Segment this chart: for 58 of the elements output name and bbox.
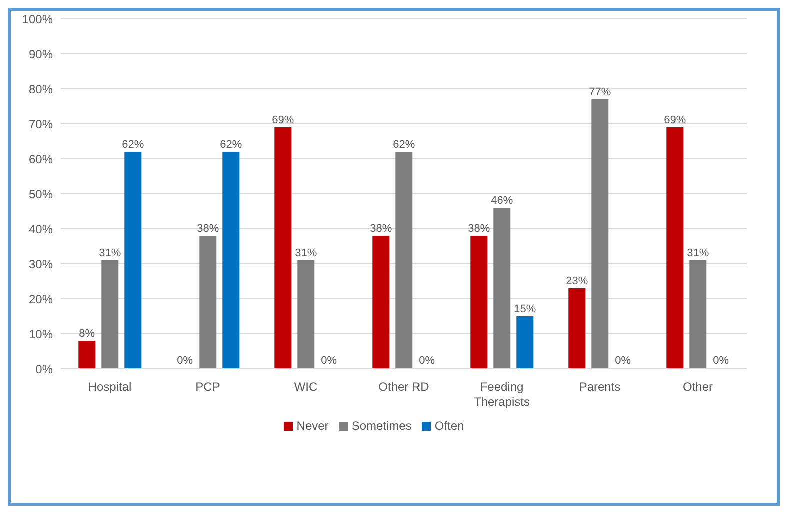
y-tick-label: 40% bbox=[28, 222, 54, 236]
data-label: 0% bbox=[321, 355, 338, 367]
bar bbox=[102, 260, 119, 369]
data-label: 62% bbox=[122, 139, 144, 151]
x-tick-label: Parents bbox=[579, 380, 621, 394]
data-label: 15% bbox=[514, 304, 536, 316]
bar bbox=[494, 208, 511, 369]
data-label: 0% bbox=[419, 355, 436, 367]
bar bbox=[274, 128, 292, 369]
y-tick-label: 0% bbox=[36, 362, 54, 376]
data-label: 31% bbox=[687, 248, 710, 260]
data-label: 31% bbox=[99, 248, 122, 260]
y-tick-label: 70% bbox=[28, 117, 54, 132]
bar bbox=[516, 316, 534, 369]
data-label: 8% bbox=[79, 328, 96, 340]
y-tick-label: 60% bbox=[28, 152, 54, 166]
x-tick-label: Feeding Therapists bbox=[474, 380, 530, 409]
x-tick-label: Other bbox=[682, 380, 714, 394]
data-label: 77% bbox=[589, 86, 612, 98]
bar bbox=[666, 128, 684, 369]
data-label: 38% bbox=[370, 223, 392, 235]
bar bbox=[200, 236, 217, 369]
x-tick-label: Hospital bbox=[88, 380, 132, 394]
y-tick-label: 90% bbox=[28, 47, 54, 62]
bar bbox=[222, 152, 240, 369]
bar bbox=[78, 341, 96, 369]
y-tick-label: 80% bbox=[28, 82, 54, 96]
bar bbox=[568, 288, 586, 369]
bar bbox=[470, 236, 488, 369]
y-tick-label: 30% bbox=[28, 257, 54, 272]
legend-label: Never bbox=[296, 419, 329, 433]
bar bbox=[298, 260, 315, 369]
data-label: 38% bbox=[197, 223, 220, 235]
y-tick-label: 20% bbox=[28, 292, 54, 306]
data-label: 62% bbox=[220, 139, 242, 151]
y-tick-label: 100% bbox=[22, 12, 54, 26]
data-label: 62% bbox=[393, 139, 416, 151]
bar bbox=[124, 152, 142, 369]
data-label: 69% bbox=[272, 114, 294, 126]
x-tick-label: Other RD bbox=[378, 380, 430, 394]
bar bbox=[372, 236, 390, 369]
x-tick-label: WIC bbox=[294, 380, 318, 394]
data-label: 69% bbox=[664, 114, 686, 126]
data-label: 0% bbox=[615, 355, 632, 367]
y-tick-label: 50% bbox=[28, 187, 54, 202]
bar bbox=[396, 152, 413, 369]
data-label: 38% bbox=[468, 223, 490, 235]
data-label: 0% bbox=[177, 355, 194, 367]
data-label: 46% bbox=[491, 195, 514, 207]
y-tick-label: 10% bbox=[28, 327, 54, 342]
bar bbox=[690, 260, 707, 369]
data-label: 0% bbox=[713, 355, 730, 367]
legend-label: Sometimes bbox=[352, 419, 412, 433]
data-label: 31% bbox=[295, 248, 318, 260]
legend-label: Often bbox=[434, 419, 464, 433]
bar bbox=[592, 100, 609, 369]
data-label: 23% bbox=[566, 276, 588, 288]
x-tick-label: PCP bbox=[196, 380, 220, 394]
